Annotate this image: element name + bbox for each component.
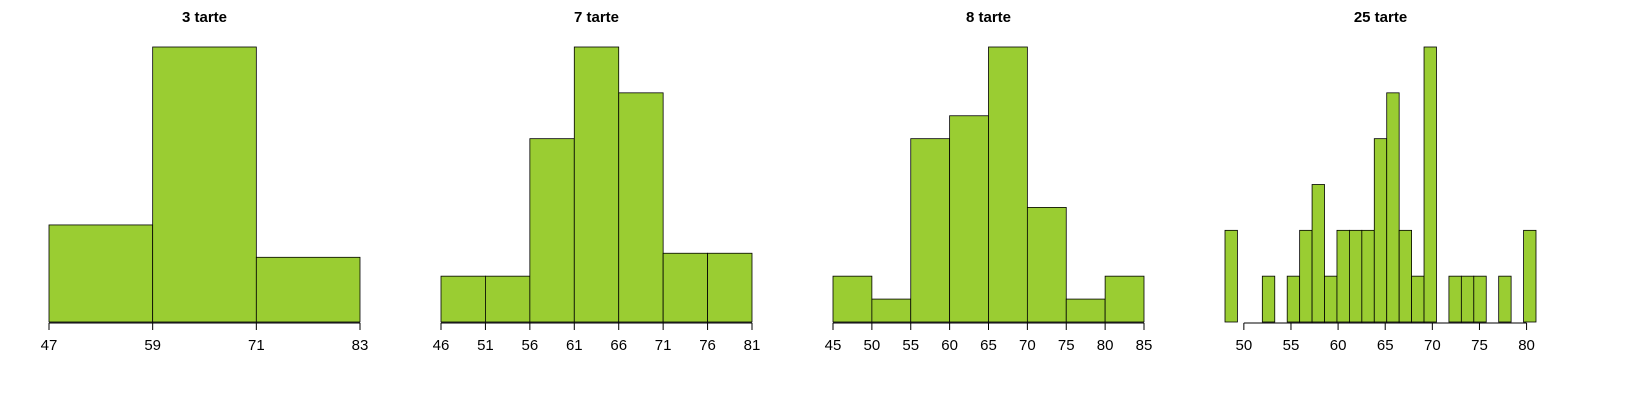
bar (1373, 138, 1388, 323)
x-tick-label: 71 (655, 337, 672, 354)
bar (1523, 229, 1537, 323)
x-tick-label: 75 (1471, 337, 1488, 354)
x-tick-label: 83 (352, 337, 369, 354)
bar (662, 252, 708, 323)
bar (1104, 275, 1145, 323)
bar (1411, 275, 1425, 323)
chart-title: 3 tarte (182, 9, 227, 26)
x-tick-label: 76 (699, 337, 716, 354)
bar (48, 224, 154, 323)
bar (529, 138, 575, 323)
bar (1261, 275, 1276, 323)
x-tick-label: 59 (144, 337, 161, 354)
bar (440, 275, 486, 323)
bar (485, 275, 531, 323)
x-tick-label: 70 (1424, 337, 1441, 354)
x-tick-label: 50 (864, 337, 881, 354)
x-tick-label: 65 (980, 337, 997, 354)
bar (573, 46, 620, 323)
x-tick-label: 45 (825, 337, 842, 354)
x-tick-label: 65 (1377, 337, 1394, 354)
bar (832, 275, 873, 323)
x-tick-label: 75 (1058, 337, 1075, 354)
chart-title: 7 tarte (574, 9, 619, 26)
chart-title: 25 tarte (1354, 9, 1407, 26)
x-tick-label: 70 (1019, 337, 1036, 354)
x-tick-label: 81 (744, 337, 761, 354)
x-tick-label: 55 (1283, 337, 1300, 354)
bar (1448, 275, 1462, 323)
bar (1423, 46, 1437, 323)
bar (1473, 275, 1487, 323)
x-tick-label: 80 (1097, 337, 1114, 354)
x-tick-label: 60 (941, 337, 958, 354)
bar (988, 46, 1028, 323)
bar (1386, 92, 1400, 323)
x-tick-label: 46 (433, 337, 450, 354)
bar (1336, 229, 1350, 323)
bar (152, 46, 257, 323)
x-tick-label: 60 (1330, 337, 1347, 354)
bar (255, 256, 361, 323)
chart-title: 8 tarte (966, 9, 1011, 26)
bar (871, 298, 912, 323)
bar (1026, 207, 1067, 323)
bar (1361, 229, 1375, 323)
x-tick-label: 85 (1136, 337, 1153, 354)
x-tick-label: 66 (610, 337, 627, 354)
x-tick-label: 80 (1518, 337, 1535, 354)
bar (1299, 229, 1313, 323)
bar (1286, 275, 1301, 323)
x-tick-label: 50 (1236, 337, 1253, 354)
bar (707, 252, 753, 323)
x-tick-label: 51 (477, 337, 494, 354)
x-tick-label: 71 (248, 337, 265, 354)
bar (1498, 275, 1512, 323)
bar (1324, 275, 1338, 323)
bar (1224, 229, 1238, 323)
bar (910, 138, 951, 323)
bar (1349, 229, 1363, 323)
bar (949, 115, 989, 323)
x-tick-label: 56 (522, 337, 539, 354)
bar (1460, 275, 1475, 323)
bar (618, 92, 664, 323)
x-tick-label: 61 (566, 337, 583, 354)
bar (1311, 184, 1325, 323)
x-tick-label: 55 (902, 337, 919, 354)
bar (1065, 298, 1106, 323)
x-tick-label: 47 (41, 337, 58, 354)
bar (1398, 229, 1413, 323)
